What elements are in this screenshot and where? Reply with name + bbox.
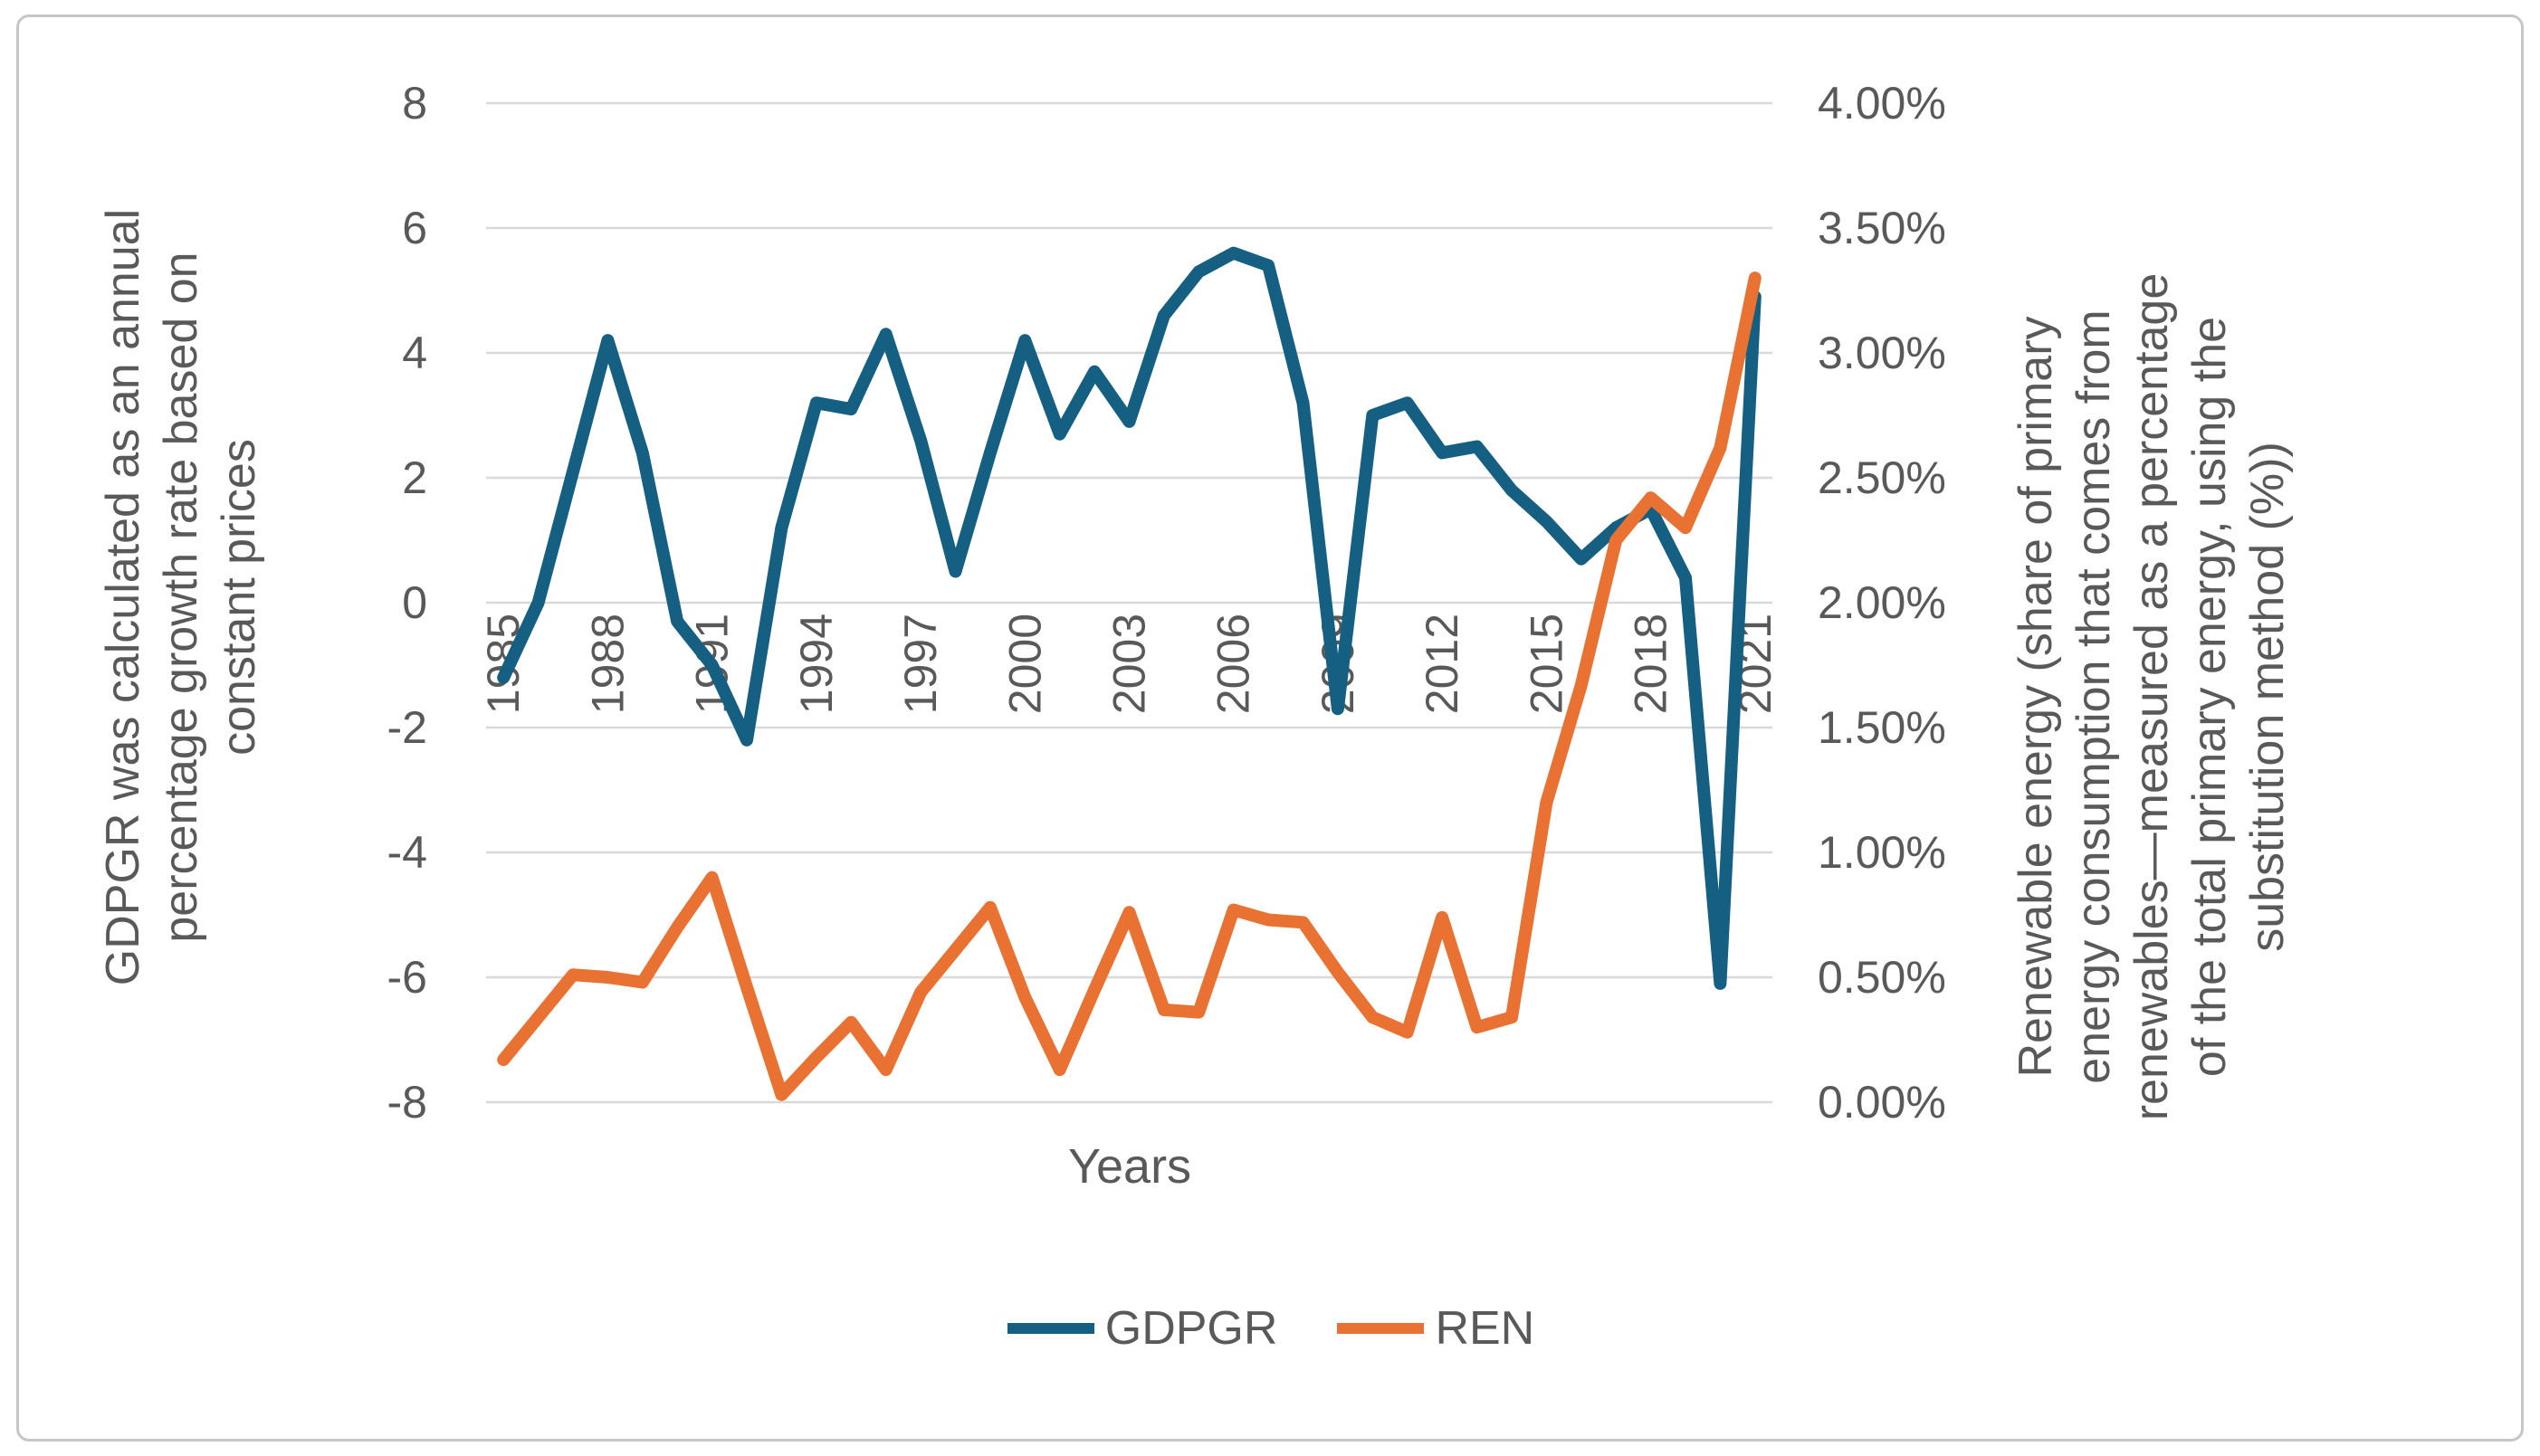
x-axis-tick-label: 2003 [1104, 614, 1155, 714]
y-axis-tick-label-left: 2 [402, 452, 427, 503]
y-axis-tick-label-right: 0.50% [1818, 952, 1946, 1003]
y-axis-tick-label-right: 1.00% [1818, 827, 1946, 878]
x-axis-tick-label: 2000 [999, 614, 1050, 714]
series-line-gdpgr [497, 246, 1762, 990]
legend-line-swatch-gdpgr [1007, 1323, 1094, 1334]
legend-item-ren: REN [1335, 1301, 1534, 1356]
x-axis-tick-label: 2012 [1417, 614, 1467, 714]
series-line-ren [497, 271, 1762, 1101]
y-axis-tick-label-left: 8 [402, 78, 427, 128]
y-axis-tick-label-left: 6 [402, 203, 427, 253]
left-y-axis-title-line: percentage growth rate based on [155, 252, 207, 943]
right-y-axis-title-line: substitution method (%)) [2241, 442, 2294, 952]
left-y-axis-title-line: constant prices [213, 439, 265, 756]
legend: GDPGR REN [0, 1292, 2540, 1365]
y-axis-tick-label-right: 1.50% [1818, 702, 1946, 753]
right-y-axis-title-line: energy consumption that comes from [2067, 309, 2120, 1084]
x-axis-tick-label: 2015 [1521, 614, 1571, 714]
legend-item-gdpgr: GDPGR [1006, 1301, 1278, 1356]
y-axis-tick-label-right: 2.00% [1818, 577, 1946, 628]
y-axis-tick-label-left: -4 [387, 827, 427, 878]
legend-label-ren: REN [1435, 1302, 1535, 1355]
x-axis-tick-label: 1997 [895, 614, 946, 714]
y-axis-tick-label-right: 3.50% [1818, 203, 1946, 253]
right-y-axis-title: Renewable energy (share of primary energ… [2007, 90, 2297, 1303]
x-axis-tick-label: 2006 [1208, 614, 1259, 714]
y-axis-tick-label-right: 4.00% [1818, 78, 1946, 128]
y-axis-tick-label-left: -6 [387, 952, 427, 1003]
legend-line-swatch-ren [1337, 1323, 1425, 1334]
x-axis-title: Years [1067, 1139, 1192, 1194]
x-axis-tick-label: 1994 [791, 614, 842, 714]
y-axis-tick-label-left: -2 [387, 702, 427, 753]
y-axis-tick-label-right: 0.00% [1818, 1077, 1946, 1128]
x-axis-tick-label: 1988 [582, 614, 633, 714]
x-axis-tick-label: 2018 [1626, 614, 1676, 714]
y-axis-tick-label-right: 3.00% [1818, 328, 1946, 378]
legend-label-gdpgr: GDPGR [1104, 1302, 1278, 1355]
y-axis-tick-label-right: 2.50% [1818, 452, 1946, 503]
y-axis-tick-label-left: 4 [402, 328, 427, 378]
right-y-axis-title-line: of the total primary energy, using the [2183, 316, 2236, 1078]
left-y-axis-title: GDPGR was calculated as an annual percen… [94, 122, 268, 1072]
y-axis-tick-label-left: -8 [387, 1077, 427, 1128]
y-axis-tick-label-left: 0 [402, 577, 427, 628]
right-y-axis-title-line: Renewable energy (share of primary [2010, 316, 2062, 1078]
right-y-axis-title-line: renewables—measured as a percentage [2125, 272, 2178, 1121]
left-y-axis-title-line: GDPGR was calculated as an annual [97, 208, 149, 986]
